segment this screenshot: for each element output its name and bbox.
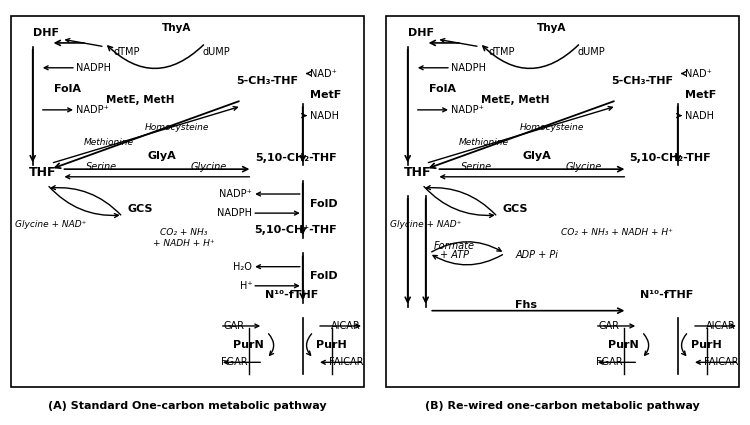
Text: NADP⁺: NADP⁺ [220,189,252,199]
Text: 5,10-CH₂-THF: 5,10-CH₂-THF [630,153,711,163]
Text: CO₂ + NH₃: CO₂ + NH₃ [160,228,208,237]
Text: NADP⁺: NADP⁺ [451,105,484,115]
Text: Serine: Serine [86,162,117,172]
Text: NADPH: NADPH [217,208,252,218]
Text: dUMP: dUMP [578,48,605,57]
Text: AICAR: AICAR [331,321,361,331]
Text: THF: THF [29,167,56,179]
Text: Methionine: Methionine [83,138,134,147]
Text: Glycine: Glycine [566,162,602,172]
Text: AICAR: AICAR [706,321,736,331]
Text: NAD⁺: NAD⁺ [310,68,337,79]
Text: NADH: NADH [310,110,339,121]
Text: Formate: Formate [434,241,475,251]
Text: 5,10-CH₂-THF: 5,10-CH₂-THF [255,153,336,163]
Text: (A) Standard One-carbon metabolic pathway: (A) Standard One-carbon metabolic pathwa… [48,401,327,411]
Text: FAICAR: FAICAR [704,357,738,367]
Text: GCS: GCS [503,204,529,214]
Text: ADP + Pi: ADP + Pi [516,250,559,260]
Text: dTMP: dTMP [113,48,140,57]
Text: dUMP: dUMP [202,48,230,57]
Text: Homocysteine: Homocysteine [520,122,584,132]
Text: Methionine: Methionine [458,138,509,147]
Text: PurH: PurH [692,340,722,350]
Text: dTMP: dTMP [488,48,514,57]
Text: MetE, MetH: MetE, MetH [482,95,550,105]
Text: + ATP: + ATP [440,250,469,260]
Text: Glycine + NAD⁺: Glycine + NAD⁺ [15,220,86,229]
Text: THF: THF [404,167,431,179]
Text: GAR: GAR [224,321,245,331]
Text: FolD: FolD [310,198,338,209]
Text: 5-CH₃-THF: 5-CH₃-THF [236,76,298,86]
Text: (B) Re-wired one-carbon metabolic pathway: (B) Re-wired one-carbon metabolic pathwa… [425,401,700,411]
Text: NADPH: NADPH [76,63,111,73]
Text: MetE, MetH: MetE, MetH [106,95,175,105]
Text: DHF: DHF [33,28,58,38]
Text: FAICAR: FAICAR [328,357,363,367]
Text: GlyA: GlyA [148,151,177,161]
Text: ThyA: ThyA [537,23,566,33]
Text: PurH: PurH [316,340,346,350]
Text: MetF: MetF [310,90,341,99]
Text: FolA: FolA [429,84,456,94]
Text: Glycine + NAD⁺: Glycine + NAD⁺ [390,220,461,229]
Text: H⁺: H⁺ [240,281,252,291]
Text: 5-CH₃-THF: 5-CH₃-THF [610,76,673,86]
Text: FGAR: FGAR [596,357,622,367]
Text: + NADH + H⁺: + NADH + H⁺ [153,239,214,248]
Text: Serine: Serine [460,162,492,172]
Text: GCS: GCS [128,204,154,214]
Text: H₂O: H₂O [233,262,252,272]
Text: GlyA: GlyA [523,151,552,161]
Text: MetF: MetF [685,90,716,99]
Text: PurN: PurN [233,340,264,350]
Text: NAD⁺: NAD⁺ [685,68,712,79]
Text: Fhs: Fhs [515,300,538,310]
Text: NADP⁺: NADP⁺ [76,105,109,115]
Text: FolD: FolD [310,271,338,281]
Text: CO₂ + NH₃ + NADH + H⁺: CO₂ + NH₃ + NADH + H⁺ [560,228,673,237]
Text: DHF: DHF [408,28,434,38]
Text: FGAR: FGAR [221,357,248,367]
Text: ThyA: ThyA [162,23,191,33]
Text: Glycine: Glycine [191,162,227,172]
Text: NADPH: NADPH [451,63,486,73]
Text: PurN: PurN [608,340,639,350]
Text: NADH: NADH [685,110,714,121]
Text: 5,10-CH⁺-THF: 5,10-CH⁺-THF [254,225,337,235]
Text: GAR: GAR [598,321,619,331]
Text: N¹⁰-fTHF: N¹⁰-fTHF [266,290,319,300]
Text: FolA: FolA [54,84,81,94]
Text: N¹⁰-fTHF: N¹⁰-fTHF [640,290,694,300]
Text: Homocysteine: Homocysteine [145,122,209,132]
